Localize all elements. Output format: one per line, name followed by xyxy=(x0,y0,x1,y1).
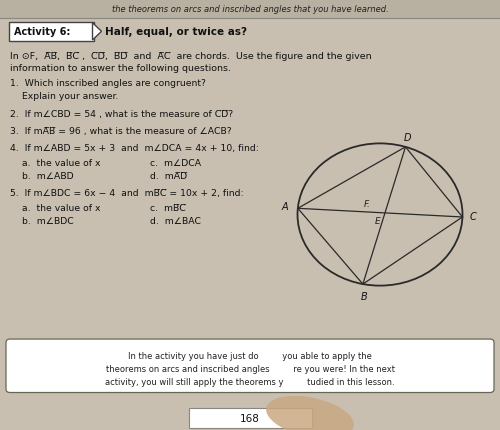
Text: E: E xyxy=(374,217,380,226)
Text: Half, equal, or twice as?: Half, equal, or twice as? xyxy=(105,27,247,37)
Text: c.  mB̅C̅: c. mB̅C̅ xyxy=(150,203,186,212)
Text: d.  mA̅D̅: d. mA̅D̅ xyxy=(150,172,187,181)
Text: b.  m∠ABD: b. m∠ABD xyxy=(10,172,74,181)
Polygon shape xyxy=(92,24,102,41)
FancyBboxPatch shape xyxy=(188,408,312,428)
Text: Explain your answer.: Explain your answer. xyxy=(10,92,118,101)
Text: d.  m∠BAC: d. m∠BAC xyxy=(150,216,201,225)
Text: activity, you will still apply the theorems y         tudied in this lesson.: activity, you will still apply the theor… xyxy=(105,377,395,386)
Text: c.  m∠DCA: c. m∠DCA xyxy=(150,159,201,167)
Text: a.  the value of x: a. the value of x xyxy=(10,203,101,212)
Text: In the activity you have just do         you able to apply the: In the activity you have just do you abl… xyxy=(128,351,372,360)
FancyBboxPatch shape xyxy=(6,339,494,393)
Text: a.  the value of x: a. the value of x xyxy=(10,159,101,167)
Text: In ⊙F,  A̅B̅,  B̅C̅ ,  C̅D̅,  B̅D̅  and  A̅C̅  are chords.  Use the figure and t: In ⊙F, A̅B̅, B̅C̅ , C̅D̅, B̅D̅ and A̅C̅ … xyxy=(10,52,372,61)
Text: Activity 6:: Activity 6: xyxy=(14,27,70,37)
Text: b.  m∠BDC: b. m∠BDC xyxy=(10,216,74,225)
Text: D: D xyxy=(403,133,410,143)
Text: information to answer the following questions.: information to answer the following ques… xyxy=(10,64,231,73)
Text: A: A xyxy=(282,202,288,212)
Text: 4.  If m∠ABD = 5x + 3  and  m∠DCA = 4x + 10, find:: 4. If m∠ABD = 5x + 3 and m∠DCA = 4x + 10… xyxy=(10,144,259,153)
Text: 168: 168 xyxy=(240,413,260,423)
Ellipse shape xyxy=(266,396,354,430)
Text: the theorems on arcs and inscribed angles that you have learned.: the theorems on arcs and inscribed angle… xyxy=(112,6,388,14)
Text: 1.  Which inscribed angles are congruent?: 1. Which inscribed angles are congruent? xyxy=(10,78,206,87)
Text: 2.  If m∠CBD = 54 , what is the measure of C̅D̅?: 2. If m∠CBD = 54 , what is the measure o… xyxy=(10,110,233,119)
Text: B: B xyxy=(360,292,367,301)
Text: 3.  If mA̅B̅ = 96 , what is the measure of ∠ACB?: 3. If mA̅B̅ = 96 , what is the measure o… xyxy=(10,126,232,135)
Text: theorems on arcs and inscribed angles         re you were! In the next: theorems on arcs and inscribed angles re… xyxy=(106,364,395,373)
Text: 5.  If m∠BDC = 6x − 4  and  mB̅C̅ = 10x + 2, find:: 5. If m∠BDC = 6x − 4 and mB̅C̅ = 10x + 2… xyxy=(10,189,243,198)
FancyBboxPatch shape xyxy=(9,23,94,42)
Text: F.: F. xyxy=(364,200,371,209)
FancyBboxPatch shape xyxy=(0,0,500,19)
Text: C: C xyxy=(470,212,477,221)
